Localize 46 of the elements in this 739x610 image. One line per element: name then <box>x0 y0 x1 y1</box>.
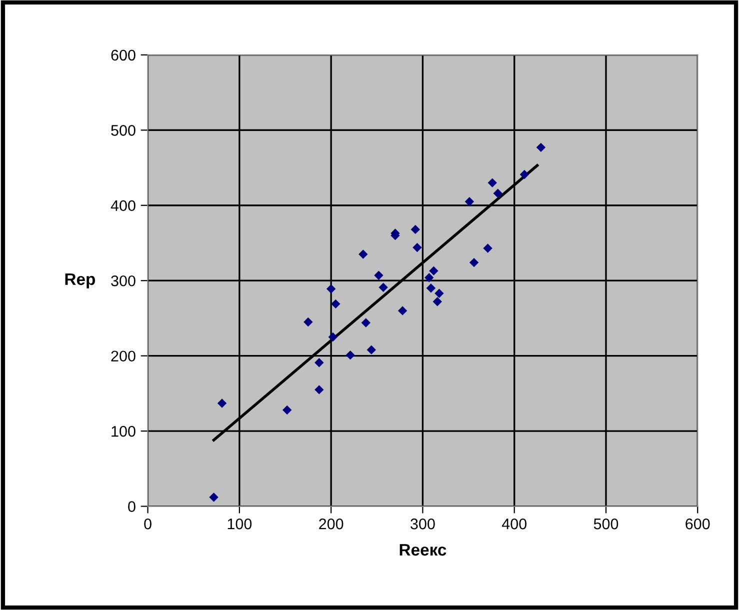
point <box>209 492 218 502</box>
point <box>493 188 502 198</box>
point <box>398 306 408 316</box>
point <box>314 358 324 368</box>
point <box>412 242 422 252</box>
point <box>217 398 227 408</box>
x-tick-label: 0 <box>144 518 152 530</box>
y-tick-label: 400 <box>110 200 136 212</box>
x-tick-label: 200 <box>319 518 344 530</box>
point <box>432 297 442 306</box>
point <box>426 284 436 293</box>
point <box>469 258 479 268</box>
point <box>314 385 324 394</box>
y-axis-title: Rep <box>65 273 96 288</box>
point <box>429 266 438 276</box>
point <box>520 170 530 180</box>
point <box>346 350 355 360</box>
y-tick-label: 200 <box>111 350 136 362</box>
point <box>536 142 546 152</box>
point <box>282 405 292 415</box>
point <box>410 224 420 234</box>
point <box>483 244 492 253</box>
point <box>328 332 338 342</box>
point <box>434 288 444 298</box>
point <box>366 345 376 354</box>
y-tick-label: 600 <box>111 50 136 61</box>
y-tick-label: 100 <box>112 426 136 437</box>
x-tick-label: 600 <box>686 518 710 530</box>
y-tick-label: 0 <box>128 501 136 512</box>
x-tick-label: 300 <box>410 518 435 530</box>
x-axis-title: Reекс <box>400 544 446 556</box>
point <box>424 272 434 282</box>
point <box>464 197 474 206</box>
point <box>326 284 336 294</box>
point <box>304 317 313 327</box>
point <box>374 270 384 280</box>
y-tick-label: 500 <box>111 125 136 136</box>
point <box>378 282 388 292</box>
x-tick-label: 500 <box>594 518 618 530</box>
x-tick-label: 100 <box>228 518 252 530</box>
point <box>361 318 370 328</box>
y-tick-label: 300 <box>111 275 136 286</box>
point <box>358 250 368 259</box>
point <box>331 299 340 309</box>
x-tick-label: 400 <box>502 518 526 530</box>
point <box>488 178 497 188</box>
